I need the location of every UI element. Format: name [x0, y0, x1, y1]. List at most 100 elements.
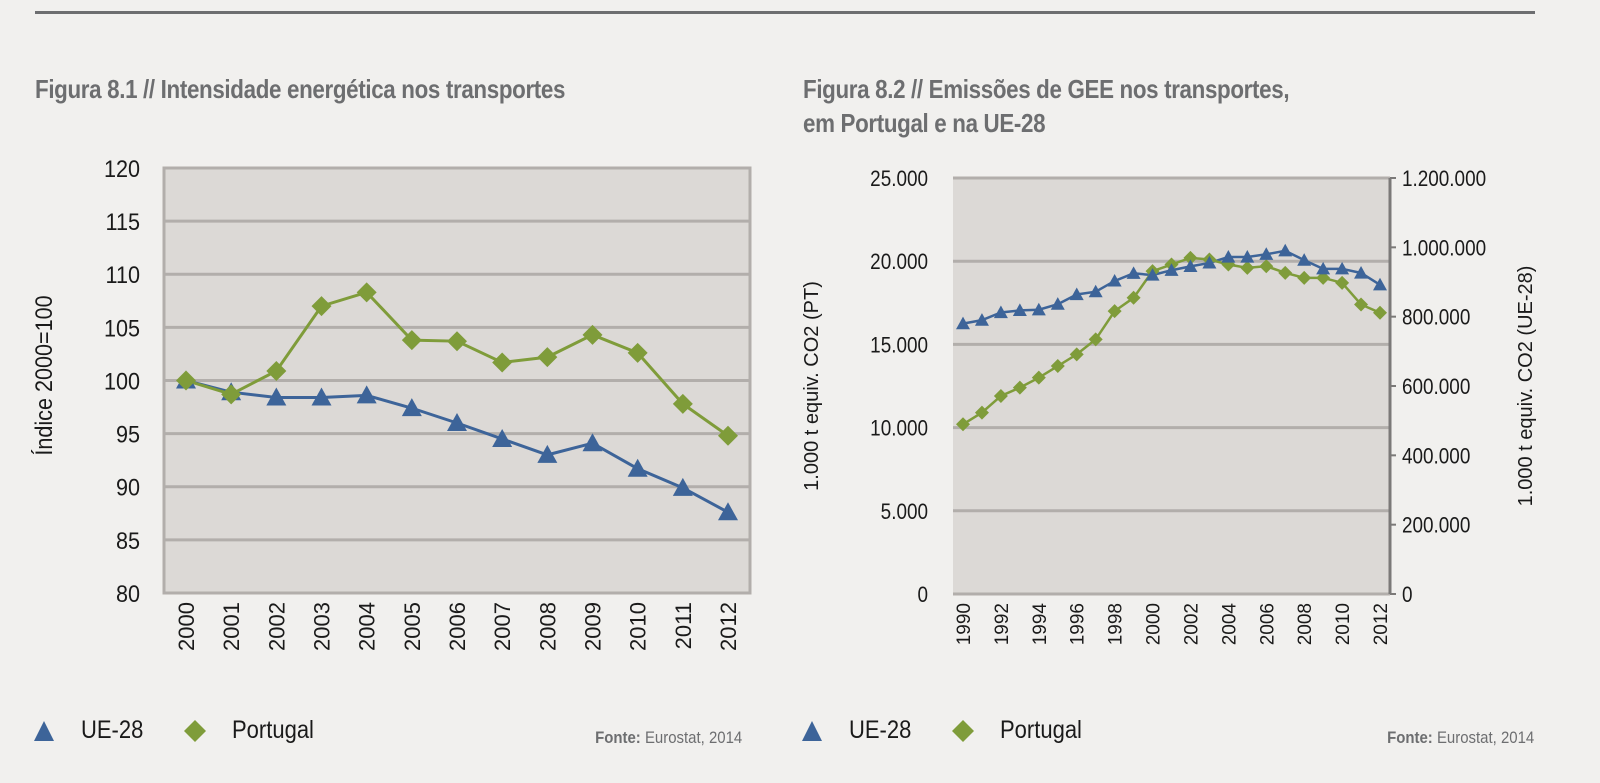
x-tick-label: 2012 — [716, 602, 741, 651]
x-tick-label: 1996 — [1068, 603, 1089, 645]
legend-item-ue28: UE-28 — [801, 716, 920, 745]
data-point-ue28 — [718, 502, 738, 521]
data-point-ue28 — [537, 444, 558, 463]
data-point-portugal — [1373, 305, 1387, 320]
y-axis-label: Índice 2000=100 — [30, 295, 57, 455]
figure-8-2-title-line2: em Portugal e na UE-28 — [803, 108, 1046, 138]
y-tick-label: 100 — [104, 367, 140, 394]
y-tick-label: 110 — [106, 261, 140, 288]
x-tick-label: 2005 — [400, 602, 425, 651]
x-tick-label: 1990 — [954, 603, 975, 645]
data-point-ue28 — [1069, 287, 1084, 301]
data-point-portugal — [356, 282, 377, 303]
data-point-ue28 — [356, 385, 377, 404]
y-tick-label: 105 — [104, 314, 140, 341]
triangle-marker-icon — [802, 720, 822, 741]
data-point-ue28 — [1183, 259, 1198, 272]
x-tick-label: 2008 — [1295, 603, 1316, 645]
source-label: Fonte: — [1386, 728, 1433, 747]
data-point-portugal — [492, 352, 513, 373]
data-point-portugal — [1297, 270, 1312, 285]
x-tick-label: 2001 — [219, 602, 244, 651]
data-point-portugal — [993, 388, 1008, 403]
data-point-portugal — [1050, 359, 1065, 374]
data-point-portugal — [1107, 304, 1122, 319]
source-label: Fonte: — [594, 728, 641, 747]
source-note-figure-8-2: Fonte: Eurostat, 2014 — [1387, 728, 1534, 748]
data-point-ue28 — [1354, 265, 1369, 279]
y-axis-label-right: 1.000 t equiv. CO2 (UE-28) — [1515, 266, 1537, 507]
data-point-portugal — [1031, 370, 1046, 385]
y-tick-label: 80 — [116, 580, 140, 607]
data-point-ue28 — [1050, 297, 1065, 310]
data-point-ue28 — [974, 313, 989, 326]
source-text: Eurostat, 2014 — [644, 728, 742, 747]
data-point-portugal — [718, 425, 738, 446]
data-point-portugal — [1126, 290, 1141, 305]
data-point-portugal — [582, 324, 603, 345]
y-tick-label-right: 1.200.000 — [1402, 167, 1486, 192]
data-point-portugal — [401, 330, 422, 351]
data-point-ue28 — [266, 387, 287, 406]
data-point-ue28 — [1031, 302, 1046, 316]
y-tick-label: 120 — [104, 155, 140, 182]
y-tick-label: 90 — [116, 474, 140, 501]
data-point-portugal — [1240, 260, 1255, 275]
legend-label-portugal: Portugal — [231, 716, 314, 744]
diamond-marker-icon — [183, 719, 206, 742]
data-point-ue28 — [492, 428, 513, 447]
source-note-figure-8-1: Fonte: Eurostat, 2014 — [595, 728, 742, 748]
data-point-ue28 — [1145, 268, 1160, 281]
x-tick-label: 1998 — [1106, 603, 1127, 645]
data-point-portugal — [1069, 347, 1084, 362]
y-tick-label: 115 — [106, 208, 140, 235]
data-point-ue28 — [1202, 255, 1217, 269]
data-point-portugal — [956, 417, 970, 432]
legend-item-portugal: Portugal — [951, 716, 1093, 745]
data-point-ue28 — [956, 316, 970, 330]
data-point-portugal — [1088, 332, 1103, 347]
x-tick-label: 2009 — [581, 602, 606, 651]
data-point-ue28 — [1316, 261, 1331, 275]
y-tick-label-left: 25.000 — [870, 167, 928, 192]
x-tick-label: 2006 — [1257, 603, 1278, 645]
data-point-ue28 — [311, 387, 332, 406]
x-tick-label: 2010 — [1333, 603, 1354, 645]
data-point-portugal — [1354, 297, 1369, 312]
data-point-portugal — [1335, 275, 1350, 290]
triangle-marker-icon — [34, 720, 54, 741]
data-point-portugal — [1259, 259, 1274, 274]
x-tick-label: 2007 — [490, 602, 515, 651]
legend-item-ue28: UE-28 — [33, 716, 152, 745]
legend-label-portugal: Portugal — [999, 716, 1082, 744]
x-tick-label: 2002 — [1181, 603, 1202, 645]
y-tick-label-right: 200.000 — [1402, 513, 1470, 538]
y-tick-label-right: 0 — [1402, 583, 1413, 608]
legend-label-ue28: UE-28 — [849, 716, 912, 744]
y-tick-label-right: 800.000 — [1402, 305, 1470, 330]
data-point-portugal — [311, 296, 332, 317]
x-tick-label: 2000 — [1144, 603, 1165, 645]
data-point-portugal — [1012, 380, 1027, 395]
data-point-ue28 — [1278, 243, 1293, 257]
chart-energy-intensity: 80 85 90 95 100 105 110 115 120 Índice 2000=100 20… — [30, 155, 752, 651]
x-tick-label: 2011 — [671, 602, 696, 649]
x-tick-label: 2004 — [355, 602, 380, 651]
figure-8-2-title: Figura 8.2 // Emissões de GEE nos transp… — [803, 72, 1290, 140]
y-tick-label-left: 5.000 — [881, 499, 928, 524]
data-point-portugal — [176, 370, 196, 391]
x-tick-label: 2012 — [1371, 603, 1392, 645]
x-tick-label: 2008 — [535, 602, 560, 651]
diamond-marker-icon — [951, 719, 974, 742]
y-tick-label-left: 15.000 — [870, 333, 928, 358]
top-divider-rule — [35, 11, 1535, 14]
y-tick-label: 85 — [116, 527, 140, 554]
y-tick-label-right: 1.000.000 — [1402, 236, 1486, 261]
y-tick-label-left: 20.000 — [870, 250, 928, 275]
data-point-portugal — [627, 342, 648, 363]
x-tick-label: 2003 — [310, 602, 335, 651]
data-point-ue28 — [1259, 247, 1274, 260]
y-tick-label-right: 400.000 — [1402, 444, 1470, 469]
y-tick-label-right: 600.000 — [1402, 375, 1470, 400]
data-point-portugal — [266, 360, 287, 381]
